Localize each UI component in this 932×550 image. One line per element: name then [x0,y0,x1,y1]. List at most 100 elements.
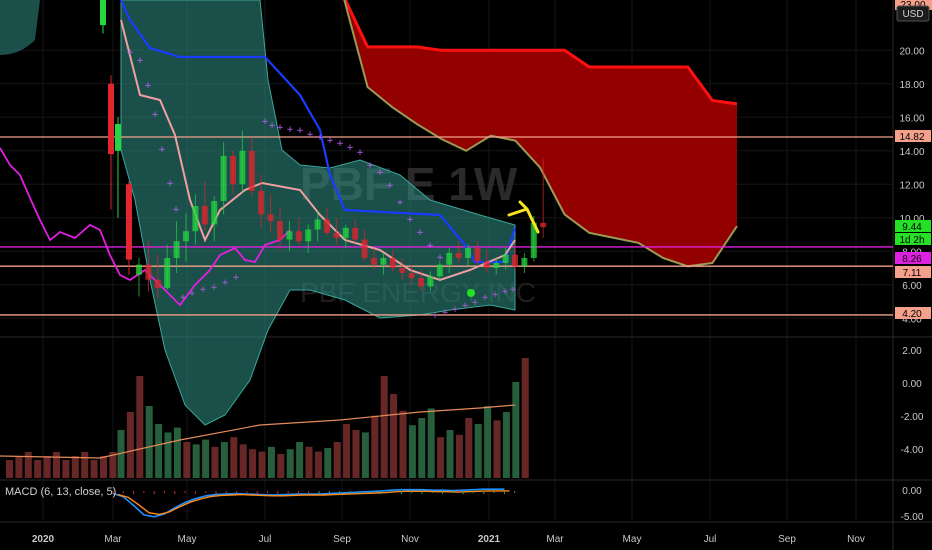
candle-body-13 [258,190,265,215]
price-tick-1: 6.00 [902,281,922,292]
candle-body-11 [239,150,246,185]
volume-bars [0,358,529,478]
currency-label: USD [902,9,923,20]
kijun-line [119,0,517,264]
volume-bar-early-5 [53,452,60,478]
volume-bar-43 [521,358,529,478]
volume-bar-21 [314,451,322,478]
up-arrow-annotation [507,200,540,234]
price-badge-label-5: 4.20 [902,309,922,320]
candle-early-body-2 [115,123,121,151]
volume-bar-29 [390,394,398,478]
time-tick-1: Mar [104,534,122,545]
volume-bar-25 [352,430,360,478]
price-tick-5: 14.00 [899,147,924,158]
candle-body-32 [436,264,443,277]
candle-body-37 [483,261,490,269]
candle-early-body-3 [126,184,132,260]
candle-body-8 [211,201,218,225]
volume-bar-16 [267,446,275,478]
volume-bar-33 [427,408,435,478]
volume-bar-4 [155,424,163,478]
sar-dot-39: + [501,287,509,297]
price-badge-2 [895,233,931,245]
volume-bar-5 [164,432,172,478]
cloud-fill [344,0,737,267]
volume-bar-28 [380,376,388,478]
sar-dot-32: + [431,311,439,321]
sar-dot-14: + [268,121,276,131]
volume-bar-early-8 [81,452,89,478]
sar-dot-3: + [151,110,159,120]
price-badge-label-4: 7.11 [903,268,922,279]
sar-dot-20: + [326,136,334,146]
volume-bar-30 [399,410,407,478]
candle-body-40 [512,254,518,267]
candle-body-28 [399,268,406,274]
time-tick-2: May [178,534,197,545]
price-badge-3 [895,252,931,264]
candle-body-24 [361,239,368,258]
volume-bar-18 [286,449,294,478]
sar-dot-29: + [416,228,424,238]
candle-body-9 [220,155,227,202]
candle-body-27 [389,257,396,269]
sar-dot-17: + [296,126,304,136]
sar-dot-18: + [306,130,314,140]
price-badge-label-2: 1d 2h [899,235,924,246]
signal-dot [467,289,475,297]
candle-body-34 [455,252,462,258]
sar-dot-4: + [158,145,166,155]
price-tick-3: 10.00 [899,214,924,225]
macd-label: MACD (6, 13, close, 5) [5,486,116,498]
candle-body-21 [333,232,340,238]
sar-dot-26: + [386,181,394,191]
sar-dot-37: + [481,293,489,303]
sar-dot-11: + [221,278,229,288]
candle-body-5 [183,231,189,242]
sar-dot-31: + [436,253,444,263]
volume-bar-40 [493,420,501,478]
candles [100,0,547,299]
volume-bar-38 [474,424,482,478]
sar-dot-10: + [210,283,218,293]
volume-bar-0 [117,430,125,478]
volume-bar-10 [211,446,219,478]
candle-body-29 [408,273,415,279]
candle-body-38 [493,262,500,269]
time-tick-10: Sep [778,534,796,545]
time-axis: 2020 Mar May Jul Sep Nov 2021 Mar May Jul Sep Nov [32,534,865,545]
volume-bar-32 [418,418,426,478]
time-tick-5: Nov [401,534,419,545]
candle-body-18 [305,229,312,242]
yellow-arrow-icon [507,200,540,234]
volume-bar-27 [371,415,379,478]
cloud-bottom-line [343,0,738,268]
candle-body-14 [267,214,274,222]
candle-body-41 [521,257,528,267]
sar-dot-21: + [336,139,344,149]
sar-dot-13: + [261,117,269,127]
time-tick-3: Jul [259,534,272,545]
currency-button[interactable] [896,5,930,22]
price-badge-label-3: 8.26 [902,254,922,265]
candle-body-36 [474,247,481,262]
candle-body-33 [446,252,453,265]
volume-bar-early-0 [6,460,13,478]
price-badges: 14.82 9.44 1d 2h 8.26 7.11 4.20 [895,130,931,320]
sar-dot-33: + [441,308,449,318]
macd-pane [112,488,516,518]
candle-body-15 [277,221,283,240]
sar-dot-19: + [316,133,324,143]
volume-bar-23 [333,442,341,478]
sar-dot-27: + [396,198,404,208]
volume-bar-17 [277,454,285,478]
volume-bar-41 [502,412,510,478]
price-tick-6: 16.00 [899,113,924,124]
candle-body-3 [164,257,171,289]
volume-tick-3: 2.00 [902,346,922,357]
candle-body-25 [371,257,377,265]
volume-bar-early-4 [43,456,51,478]
price-tick-8: 20.00 [899,46,924,57]
